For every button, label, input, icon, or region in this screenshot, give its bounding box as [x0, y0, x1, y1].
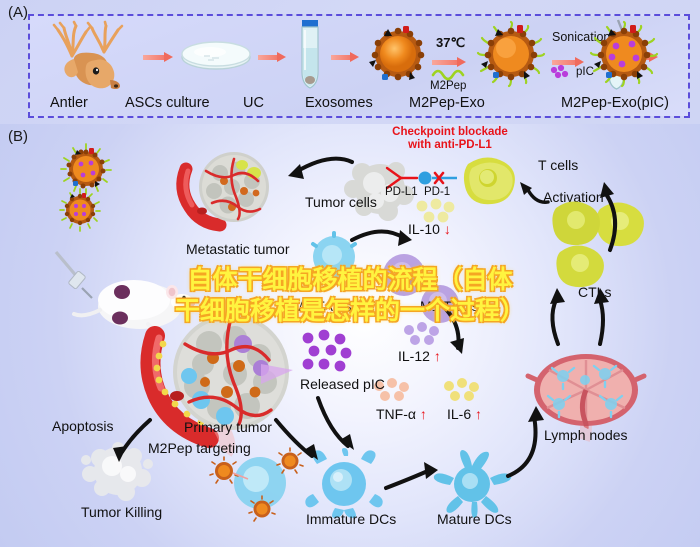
cytokine-il-6-arrow: ↑ — [475, 406, 483, 422]
pd-l1-blockade-icon — [385, 166, 457, 190]
step-label-m2pep-exo: M2Pep-Exo — [409, 95, 485, 111]
process-arrow-3 — [331, 52, 359, 63]
label-m2pep-targeting: M2Pep targeting — [148, 440, 251, 456]
label-m1-tams: M1 TAMs — [420, 298, 479, 314]
m2pep-label: M2Pep — [430, 80, 467, 92]
m2pep-targeting-icon — [209, 447, 304, 522]
il-10-particles-icon — [416, 198, 455, 223]
label-pd-1: PD-1 — [424, 186, 451, 198]
mature-dc-icon — [433, 450, 512, 518]
apoptotic-cell-icon — [81, 442, 153, 501]
label-apoptosis: Apoptosis — [52, 418, 114, 434]
centrifuge-tube-icon — [301, 20, 319, 89]
process-arrow-1 — [143, 52, 173, 63]
cytokine-il-10-arrow: ↓ — [443, 221, 451, 237]
panel-a-label: (A) — [8, 4, 28, 21]
label-released-pic: Released pIC — [300, 376, 385, 392]
label-activation: Activation — [543, 189, 604, 205]
panel-a: (A) — [0, 0, 700, 124]
label-t-cells: T cells — [538, 157, 579, 173]
antler-deer-icon — [52, 20, 124, 90]
free-exosome-1-icon — [60, 143, 112, 195]
released-pic-particles-icon — [302, 329, 352, 372]
process-arrow-4 — [432, 57, 466, 68]
label-ctls: CTLs — [578, 284, 612, 300]
lymph-node-icon — [525, 354, 647, 442]
il-12-particles-icon — [404, 322, 439, 345]
ctl-cell-2-icon — [552, 201, 600, 246]
step-label-antler: Antler — [50, 95, 88, 111]
free-exosome-2-icon — [59, 188, 101, 232]
label-mature-dcs: Mature DCs — [437, 511, 512, 527]
label-m2-tams: M2 TAMs — [293, 298, 352, 314]
m1-tam-cell-1-icon — [383, 254, 425, 296]
pic-label: pIC — [576, 66, 594, 78]
cytokine-il-10-label: IL-10 — [408, 221, 440, 237]
checkpoint-blockade-label: Checkpoint blockade with anti-PD-L1 — [375, 126, 525, 152]
pic-particles-icon — [550, 64, 569, 79]
mouse-injection-icon — [54, 250, 196, 332]
label-metastatic-tumor: Metastatic tumor — [186, 241, 290, 257]
cytokine-il-12-arrow: ↑ — [433, 348, 441, 364]
label-tumor-cells: Tumor cells — [305, 194, 377, 210]
m2pep-exosome-pic-icon — [589, 20, 659, 88]
process-arrow-2 — [258, 52, 286, 63]
label-immature-dcs: Immature DCs — [306, 511, 397, 527]
tumor-cells-icon — [344, 162, 414, 221]
m2pep-exosome-icon — [476, 20, 546, 88]
activation-arrow — [520, 182, 550, 204]
cytokine-il-6: IL-6 ↑ — [447, 406, 482, 422]
step-label-exosomes: Exosomes — [305, 95, 373, 111]
metastatic-tumor-icon — [176, 152, 269, 232]
cytokine-il-12-label: IL-12 — [398, 348, 430, 364]
label-primary-tumor: Primary tumor — [184, 419, 272, 435]
m2-tam-cell-icon — [311, 231, 357, 284]
m2pep-squiggle-icon — [431, 69, 465, 81]
exosome-icon — [369, 26, 425, 81]
step-label-m2pep-exo-pic: M2Pep-Exo(pIC) — [561, 95, 669, 111]
label-lymph-nodes: Lymph nodes — [544, 427, 628, 443]
checkpoint-line-1: Checkpoint blockade — [392, 126, 508, 138]
checkpoint-line-2: with anti-PD-L1 — [408, 139, 492, 151]
immature-dc-icon — [305, 448, 383, 518]
step-label-ascs-culture: ASCs culture — [125, 95, 210, 111]
tnf-alpha-particles-icon — [374, 378, 409, 401]
cytokine-tnf-alpha-label: TNF-α — [376, 406, 416, 422]
label-pd-l1: PD-L1 — [385, 186, 418, 198]
ctl-cell-3-icon — [556, 245, 604, 288]
il-6-particles-icon — [444, 378, 479, 401]
temperature-label: 37℃ — [436, 35, 466, 50]
cytokine-il-12: IL-12 ↑ — [398, 348, 441, 364]
step-label-uc: UC — [243, 95, 264, 111]
cytokine-tnf-alpha: TNF-α ↑ — [376, 406, 427, 422]
t-cell-icon — [463, 157, 515, 205]
petri-dish-icon — [181, 41, 251, 70]
panel-b-label: (B) — [8, 128, 28, 145]
primary-tumor-icon — [140, 314, 293, 457]
cytokine-il-6-label: IL-6 — [447, 406, 472, 422]
cytokine-il-10: IL-10 ↓ — [408, 221, 451, 237]
process-arrow-5 — [552, 57, 584, 68]
label-tumor-killing: Tumor Killing — [81, 504, 163, 520]
cytokine-tnf-alpha-arrow: ↑ — [419, 406, 427, 422]
